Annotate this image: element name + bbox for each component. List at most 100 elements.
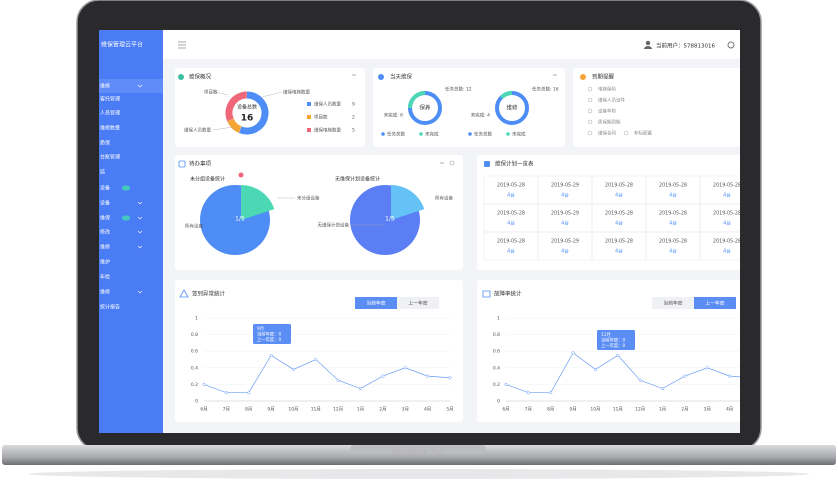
card-title: 到期提醒: [592, 73, 615, 81]
legend-label: 未完成: [512, 131, 526, 138]
y-tick-label: 0.8: [191, 332, 198, 338]
card: [477, 155, 740, 270]
expiry-item[interactable]: 电梯保险: [598, 86, 616, 93]
sidebar-item[interactable]: 设备: [100, 200, 110, 207]
sidebar-item[interactable]: 年检: [100, 274, 110, 281]
tooltip-line: 当前年度：0: [257, 331, 281, 338]
toggle-button[interactable]: [355, 297, 397, 309]
y-tick-label: 0.4: [191, 365, 198, 371]
legend-label: 任务总数: [474, 131, 492, 138]
card-icon: [179, 289, 189, 298]
legend-value: 5: [352, 128, 355, 134]
expiry-icon: [587, 119, 593, 125]
sidebar-item[interactable]: 维修数量: [100, 125, 120, 132]
sidebar-item[interactable]: 客托管理: [100, 96, 120, 103]
legend-label: 未完成: [425, 131, 439, 138]
pie-fraction: 1/5: [385, 216, 395, 223]
card-title: 待办事项: [189, 160, 212, 168]
plan-date: 2019-05-28: [605, 183, 633, 189]
plan-date: 2019-05-28: [497, 183, 525, 189]
legend-label: 维保电梯数量: [314, 127, 341, 134]
x-tick-label: 12月: [635, 407, 645, 413]
toggle-button[interactable]: [397, 297, 439, 309]
sidebar-badge: [122, 185, 130, 191]
sidebar-item[interactable]: 维修: [100, 289, 110, 296]
user-icon: [645, 40, 651, 46]
sidebar-item[interactable]: 维修: [100, 83, 110, 90]
expiry-icon: [623, 130, 629, 136]
toggle-button-label[interactable]: 当前年度: [663, 300, 682, 307]
toggle-button-label[interactable]: 上一年度: [705, 300, 724, 307]
sidebar-item[interactable]: 维保: [100, 215, 110, 222]
expiry-icon: [587, 97, 593, 103]
plan-date: 2019-05-28: [659, 183, 687, 189]
expiry-item[interactable]: 维保人员证件: [598, 97, 625, 104]
top-bar: [163, 30, 740, 59]
x-tick-label: 2月: [379, 407, 386, 413]
line-point: [247, 391, 251, 395]
sidebar-item[interactable]: 质保: [100, 140, 110, 147]
plan-count: 4台: [561, 220, 569, 227]
plan-count: 4台: [669, 248, 677, 255]
plan-count: 4台: [723, 192, 731, 199]
base-shadow: [29, 469, 809, 479]
toggle-button-label[interactable]: 上一年度: [408, 300, 427, 307]
legend-dot: [506, 132, 510, 136]
sidebar-item[interactable]: 修改: [100, 229, 110, 236]
line-point: [403, 366, 407, 370]
sidebar-item[interactable]: 统计报告: [100, 304, 120, 311]
x-tick-label: 10月: [590, 407, 600, 413]
ring-pending-label: 未完成: 4: [471, 112, 490, 119]
x-tick-label: 12月: [333, 407, 343, 413]
line-point: [381, 374, 385, 378]
card-icon: [580, 74, 586, 80]
callout-line: [214, 91, 229, 96]
donut-segment: [238, 91, 269, 135]
toggle-button[interactable]: [652, 297, 694, 309]
expiry-item[interactable]: 设备年检: [598, 108, 616, 115]
y-tick-label: 0.4: [493, 365, 500, 371]
card-title: 维保概况: [189, 73, 212, 81]
sidebar-item[interactable]: 台账管理: [100, 154, 120, 161]
expiry-item[interactable]: 质保期到期: [598, 119, 621, 126]
legend-swatch: [307, 115, 311, 119]
chart-title: 签到异常统计: [192, 290, 226, 298]
refresh-icon[interactable]: [449, 160, 455, 166]
card: [573, 68, 740, 147]
legend-value: 2: [352, 115, 355, 121]
plan-date: 2019-05-28: [713, 211, 741, 217]
card-icon: [484, 161, 490, 167]
pie-total-label: 所有设备: [435, 195, 453, 202]
line-point: [638, 378, 642, 382]
expiry-item[interactable]: 维保合同: [598, 130, 616, 137]
plan-date: 2019-05-28: [605, 211, 633, 217]
sidebar-item[interactable]: 维护: [100, 259, 110, 266]
menu-icon[interactable]: [178, 41, 186, 49]
tooltip-line: 11月: [601, 332, 611, 338]
sidebar-item[interactable]: 结: [100, 169, 105, 176]
legend-value: 9: [352, 102, 355, 108]
pie-total-label: 所有设备: [185, 223, 203, 230]
chart-title: 故障率统计: [494, 290, 522, 298]
toggle-button[interactable]: [694, 297, 736, 309]
plan-count: 4台: [615, 220, 623, 227]
line-point: [728, 374, 732, 378]
line-point: [571, 351, 575, 355]
line-point: [504, 382, 508, 386]
sidebar-item[interactable]: 设备: [100, 185, 110, 192]
toggle-button-label[interactable]: 当前年度: [366, 300, 385, 307]
sidebar-chevron: [137, 216, 143, 220]
x-tick-label: 9月: [569, 407, 576, 413]
sidebar-title: 维保管理云平台: [101, 41, 143, 49]
sidebar-chevron: [137, 290, 143, 294]
legend-label: 任务总数: [387, 131, 405, 138]
sidebar-item[interactable]: 维修: [100, 244, 110, 251]
settings-icon[interactable]: [727, 41, 735, 49]
line-point: [549, 391, 553, 395]
plan-cell[interactable]: [699, 231, 754, 261]
x-tick-label: 6月: [502, 407, 509, 413]
expiry-item[interactable]: 非标配置: [634, 130, 652, 137]
sidebar-item[interactable]: 人员管理: [100, 110, 120, 117]
callout-line: [212, 126, 234, 131]
